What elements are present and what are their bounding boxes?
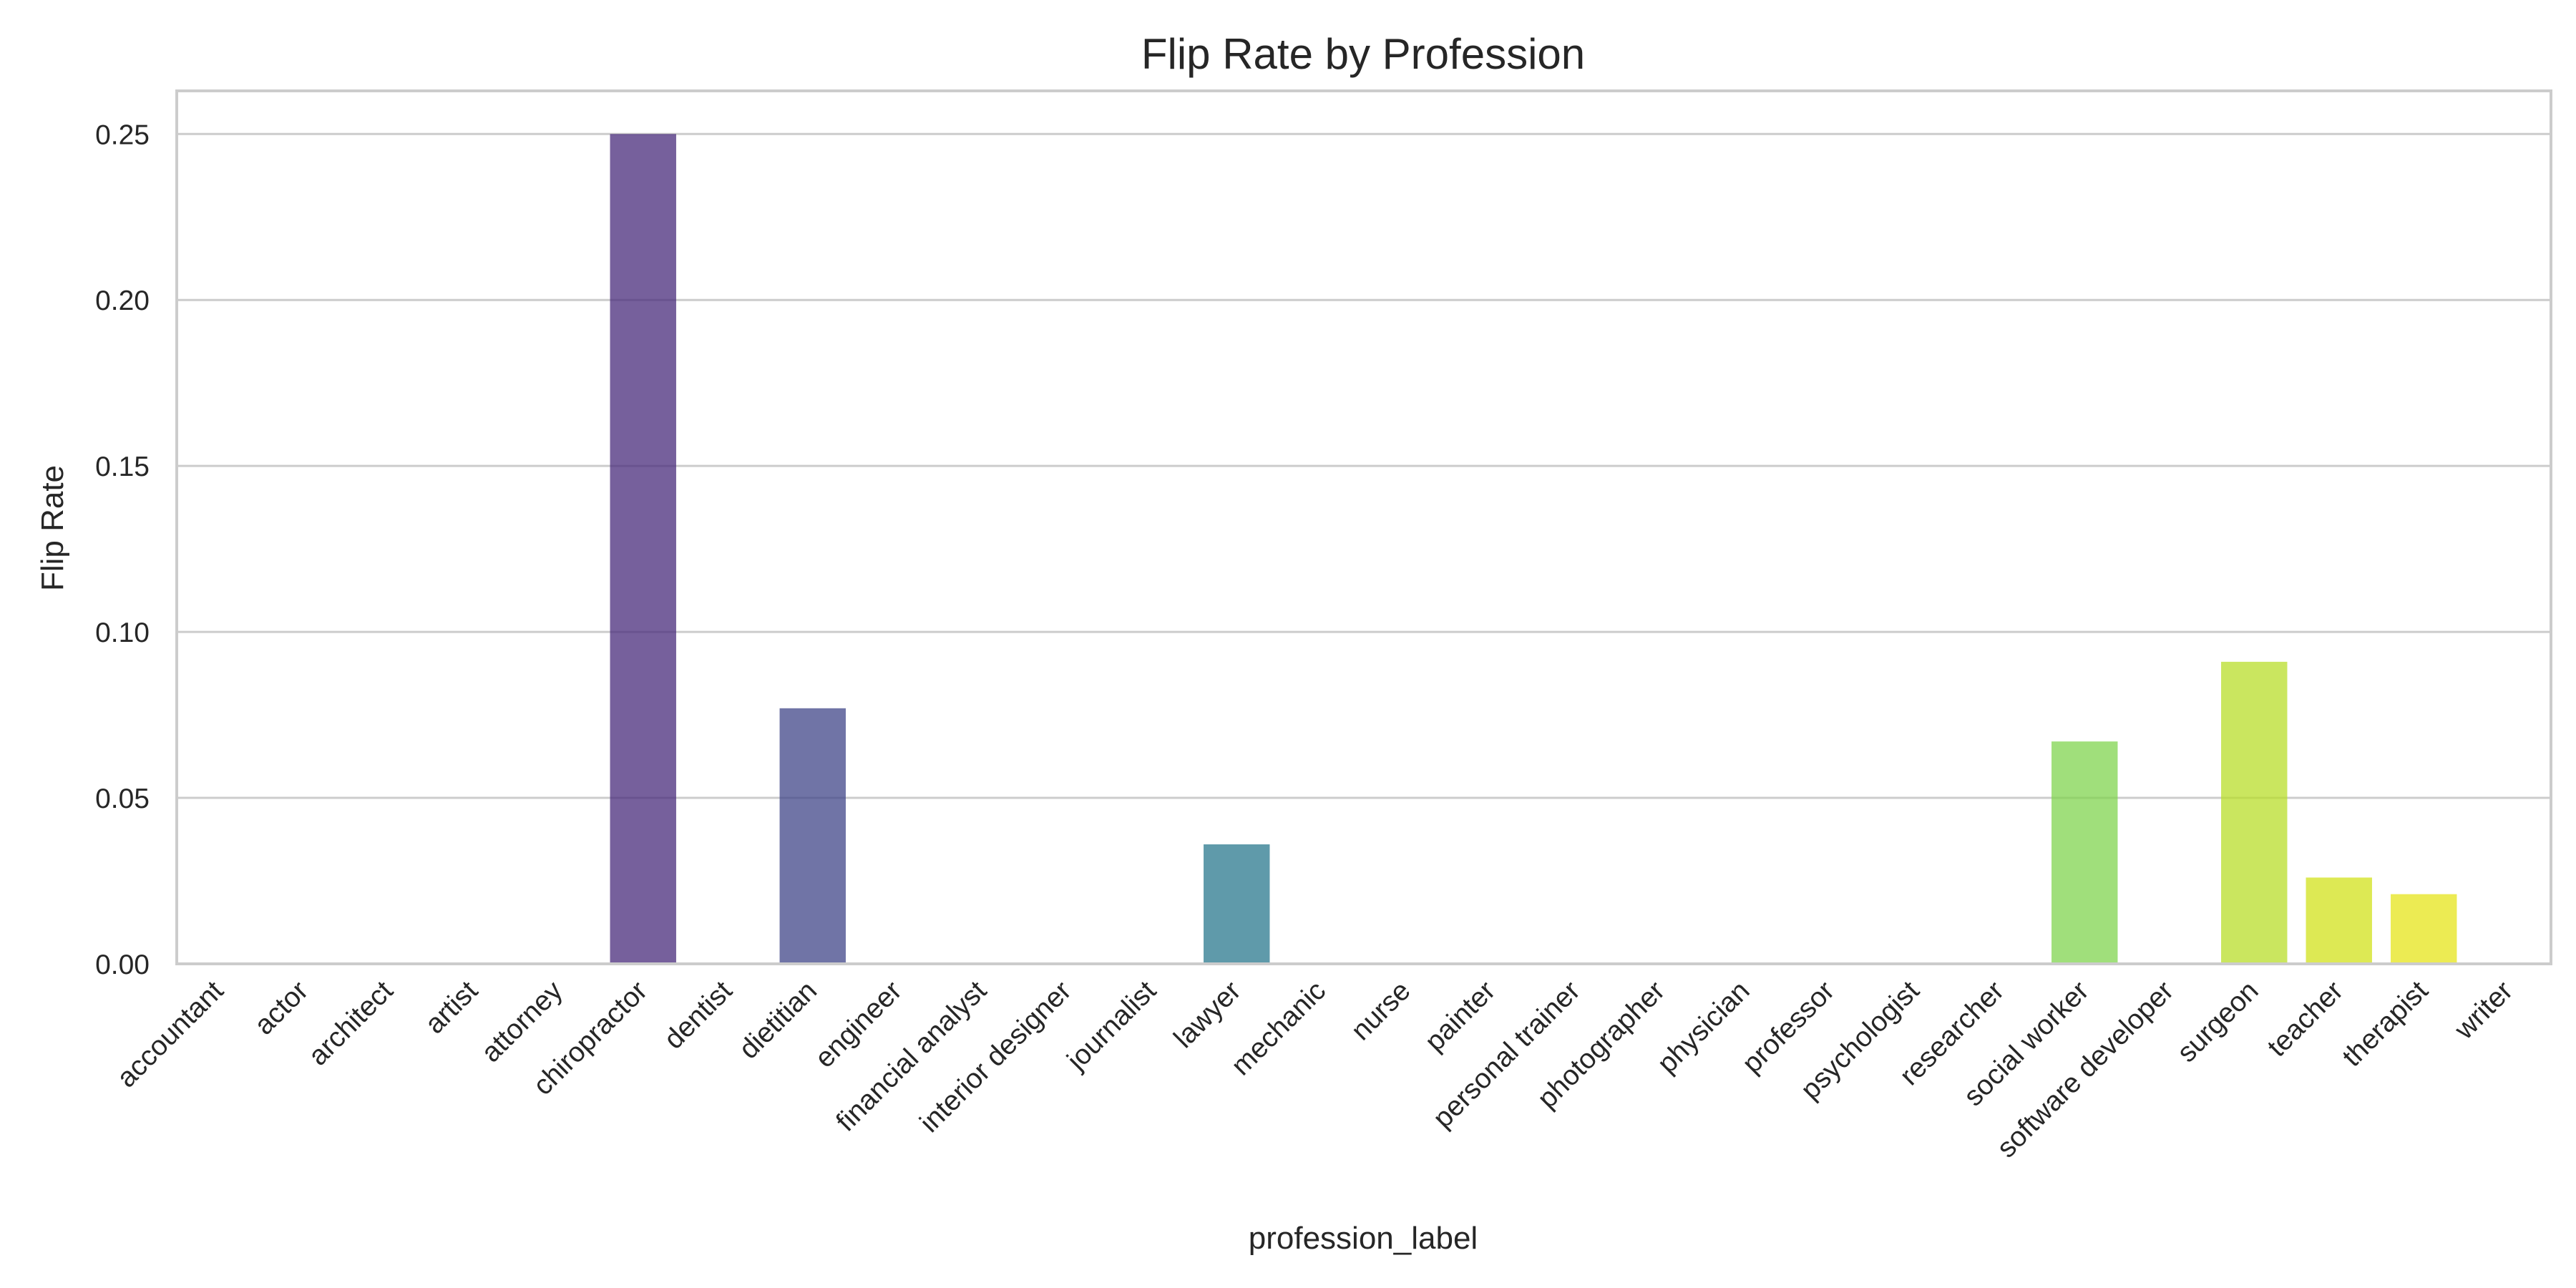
x-tick-label: nurse xyxy=(1345,975,1416,1046)
x-tick-label: writer xyxy=(2449,975,2519,1046)
chart-title: Flip Rate by Profession xyxy=(1141,30,1585,78)
bar-surgeon xyxy=(2221,661,2288,964)
y-tick-label: 0.10 xyxy=(95,618,150,648)
bar-chiropractor xyxy=(610,134,676,964)
y-tick-labels: 0.00 0.05 0.10 0.15 0.20 0.25 xyxy=(95,119,150,980)
y-tick-label: 0.25 xyxy=(95,119,150,150)
y-tick-label: 0.05 xyxy=(95,784,150,814)
x-tick-label: dentist xyxy=(658,975,738,1055)
y-tick-label: 0.00 xyxy=(95,950,150,980)
x-tick-label: surgeon xyxy=(2172,975,2265,1068)
x-tick-label: actor xyxy=(248,975,314,1041)
plot-frame xyxy=(175,89,2552,965)
x-tick-label: artist xyxy=(419,975,484,1040)
bar-teacher xyxy=(2306,877,2372,964)
x-tick-label: therapist xyxy=(2336,975,2434,1073)
bar-therapist xyxy=(2391,894,2457,964)
x-tick-label: financial analyst xyxy=(830,975,992,1138)
bar-dietitian xyxy=(779,708,846,964)
x-tick-label: physician xyxy=(1652,975,1755,1079)
x-tick-label: teacher xyxy=(2262,975,2349,1063)
x-tick-label: personal trainer xyxy=(1428,975,1586,1134)
x-tick-label: journalist xyxy=(1061,975,1163,1077)
x-tick-label: accountant xyxy=(111,975,229,1093)
y-axis-label: Flip Rate xyxy=(35,465,70,591)
grid-lines xyxy=(177,132,2551,965)
x-axis-label: profession_label xyxy=(1249,1221,1478,1256)
bars xyxy=(610,134,2457,964)
bar-social-worker xyxy=(2051,741,2118,964)
bar-lawyer xyxy=(1204,844,1270,964)
y-tick-label: 0.20 xyxy=(95,286,150,316)
x-tick-label: painter xyxy=(1419,975,1501,1058)
x-tick-label: architect xyxy=(303,975,399,1072)
y-tick-label: 0.15 xyxy=(95,452,150,482)
x-tick-label: lawyer xyxy=(1169,975,1247,1054)
x-tick-label: mechanic xyxy=(1226,975,1332,1081)
x-tick-label: interior designer xyxy=(914,975,1077,1138)
